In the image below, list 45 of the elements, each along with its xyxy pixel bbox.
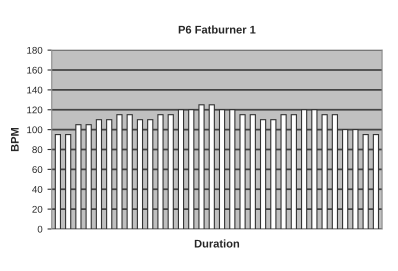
y-tick-label: 140 xyxy=(27,86,42,94)
bar xyxy=(362,134,369,229)
bar xyxy=(116,114,123,229)
bar xyxy=(106,119,112,229)
y-tick-label: 80 xyxy=(32,146,42,154)
bar xyxy=(198,104,205,229)
y-axis-title: BPM xyxy=(10,128,19,152)
bar xyxy=(300,109,308,229)
bar xyxy=(280,114,287,229)
y-tick-label: 100 xyxy=(27,126,42,134)
bar xyxy=(54,134,62,229)
bar xyxy=(126,114,133,229)
bar xyxy=(372,134,380,229)
bar xyxy=(332,114,338,229)
y-tick-label: 0 xyxy=(38,226,42,233)
bar xyxy=(168,114,174,229)
bar xyxy=(311,109,318,229)
bar xyxy=(218,109,226,229)
bar xyxy=(270,119,276,229)
bar xyxy=(96,119,102,229)
y-tick-label: 120 xyxy=(27,106,42,114)
y-tick-label: 40 xyxy=(32,186,42,193)
bar xyxy=(229,109,236,229)
x-axis-title: Duration xyxy=(194,239,240,248)
bar xyxy=(208,104,215,229)
y-tick-label: 180 xyxy=(27,46,42,54)
chart-title: P6 Fatburner 1 xyxy=(178,25,256,34)
y-tick-label: 160 xyxy=(27,66,42,74)
bar xyxy=(178,109,184,229)
bar xyxy=(75,124,82,229)
bar xyxy=(188,109,194,229)
y-tick-label: 60 xyxy=(32,166,42,173)
bar xyxy=(157,114,164,229)
bar xyxy=(86,124,92,229)
bar xyxy=(65,134,72,229)
bar xyxy=(260,119,266,229)
bar xyxy=(290,114,297,229)
bar xyxy=(342,129,348,229)
bar xyxy=(136,119,144,229)
bar xyxy=(352,129,359,229)
y-tick-label: 20 xyxy=(32,206,42,213)
bar xyxy=(239,114,246,229)
bar xyxy=(250,114,256,229)
bar xyxy=(147,119,154,229)
bar xyxy=(322,114,328,229)
